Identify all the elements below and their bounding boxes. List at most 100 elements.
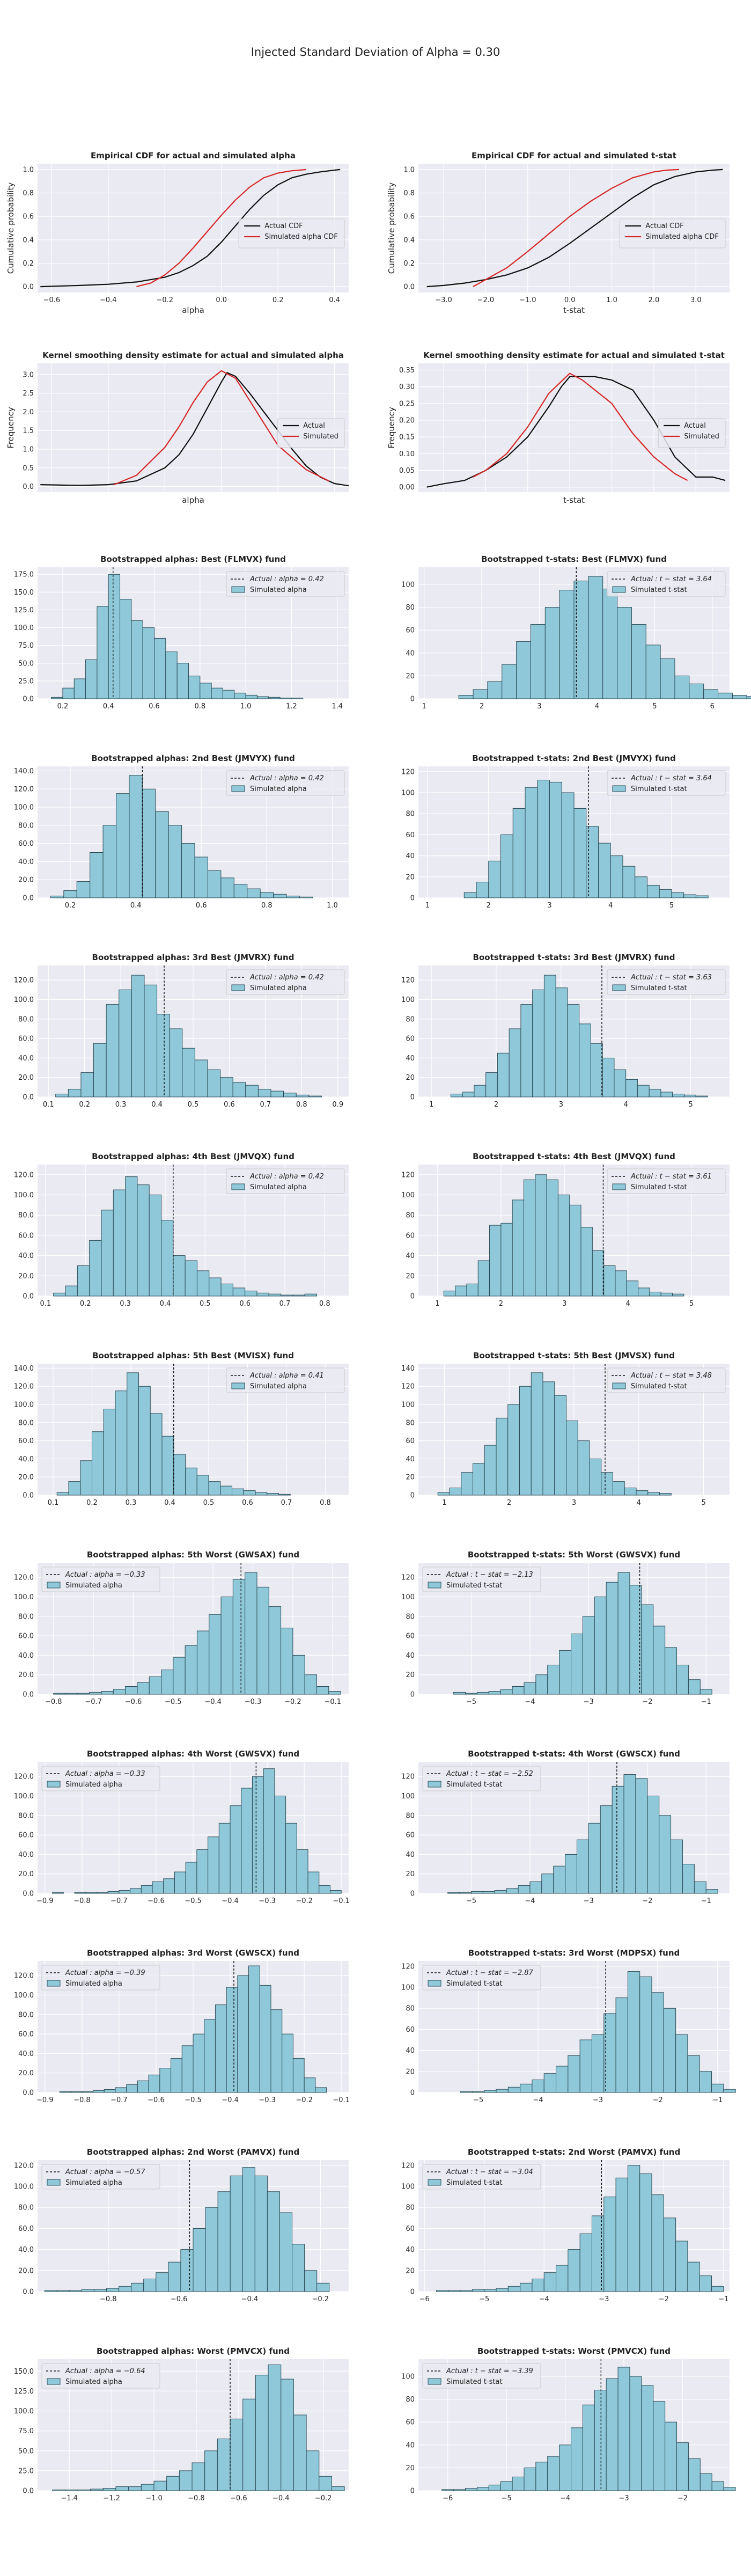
x-tick-label: −0.8 (73, 2096, 91, 2104)
chart-panel: 0 20 40 60 80 100 −6 −5 −4 −3 −2 Bootstrapped t-sta… (401, 2346, 736, 2502)
y-tick-label: 0.0 (23, 2089, 34, 2097)
histogram-bar (173, 1657, 186, 1695)
chart-panel: 0.0 20.0 40.0 60.0 80.0 100.0 120.0 140.0 0.2 0.4… (14, 753, 349, 910)
y-tick-label: 0.2 (23, 260, 34, 268)
panel-title: Bootstrapped alphas: 4th Best (JMVQX) fu… (92, 1152, 294, 1161)
histogram-bar (218, 1823, 231, 1894)
x-tick-label: 0.5 (203, 1499, 215, 1507)
x-tick-label: −2.0 (477, 296, 495, 304)
histogram-bar (125, 1686, 138, 1695)
y-tick-label: 120.0 (14, 977, 34, 985)
histogram-bar (150, 1413, 163, 1496)
histogram-bar (703, 689, 719, 699)
x-tick-label: 0.2 (65, 902, 76, 910)
histogram-bar (52, 2490, 65, 2491)
y-tick-label: 0.0 (23, 2288, 34, 2296)
x-tick-label: −5 (473, 2096, 483, 2104)
legend-label: Actual : t − stat = −2.87 (446, 1969, 534, 1977)
histogram-bar (462, 1092, 475, 1097)
histogram-bar (571, 1633, 583, 1695)
histogram-bar (267, 2191, 280, 2292)
histogram-bar (220, 1077, 233, 1097)
x-tick-label: −0.4 (100, 296, 117, 304)
histogram-bar (549, 781, 562, 898)
histogram-bar (127, 1372, 139, 1496)
histogram-bar (152, 1881, 164, 1894)
x-tick-label: −2 (653, 2096, 663, 2104)
legend-label: Actual : alpha = 0.42 (249, 575, 324, 583)
histogram-bar (602, 588, 618, 699)
y-tick-label: 20.0 (18, 2069, 34, 2077)
x-tick-label: −0.9 (36, 1897, 54, 1905)
histogram-bar (507, 2087, 521, 2093)
histogram-bar (466, 1283, 478, 1297)
histogram-bar (509, 1028, 521, 1097)
histogram-bar (180, 2249, 194, 2292)
y-tick-label: 2.0 (23, 408, 34, 416)
histogram-bar (711, 2083, 724, 2093)
histogram-bar (476, 1692, 489, 1695)
y-tick-label: 80.0 (18, 1212, 34, 1220)
y-tick-label: 125.0 (14, 606, 34, 614)
x-tick-label: −0.4 (273, 2494, 290, 2502)
histogram-bar (688, 2458, 701, 2491)
x-tick-label: 2 (494, 1101, 498, 1109)
y-tick-label: 100.0 (14, 1191, 34, 1199)
panel-title: Bootstrapped t-stats: 4th Worst (GWSCX) … (468, 1749, 680, 1759)
chart-panel: 0.0 20.0 40.0 60.0 80.0 100.0 120.0 140.0 0.1 0.2… (14, 1351, 349, 1507)
x-tick-label: 0.1 (48, 1499, 59, 1507)
histogram-bar (200, 683, 212, 699)
histogram-bar (292, 2244, 305, 2292)
x-tick-label: −1.2 (103, 2494, 120, 2502)
histogram-bar (254, 2175, 268, 2292)
histogram-bar (568, 2055, 580, 2093)
x-tick-label: 1.4 (332, 702, 343, 711)
x-tick-label: −4 (539, 2295, 549, 2303)
histogram-bar (541, 1874, 554, 1894)
histogram-bar (217, 2191, 231, 2292)
legend-label: Actual : alpha = 0.42 (249, 774, 324, 782)
y-tick-label: 0 (410, 1492, 415, 1500)
histogram-bar (77, 1693, 90, 1695)
histogram-bar (582, 1616, 595, 1695)
x-axis-label: t-stat (563, 495, 585, 505)
chart-panel: 0 20 40 60 80 100 120 1 2 3 4 5 Bootstrapped t-stats… (401, 1152, 730, 1308)
y-tick-label: 40 (406, 1851, 415, 1859)
y-tick-label: 80.0 (18, 1015, 34, 1023)
y-tick-label: 0.8 (403, 189, 415, 197)
legend: Actual : t − stat = −3.39 Simulated t-sta… (422, 2363, 541, 2389)
chart-panel: 0.0 20.0 40.0 60.0 80.0 100.0 120.0 −0.9 −0.8 −0.… (14, 1948, 350, 2104)
histogram-bar (304, 1674, 318, 1695)
x-tick-label: −4 (560, 2494, 570, 2502)
histogram-bar (672, 1094, 684, 1097)
x-tick-label: −0.7 (85, 1698, 102, 1706)
histogram-bar (453, 1692, 466, 1695)
y-tick-label: 120 (401, 977, 415, 985)
panel-title: Bootstrapped alphas: 3rd Worst (GWSCX) f… (87, 1948, 299, 1958)
y-tick-label: 0.0 (23, 283, 34, 291)
y-tick-label: 20 (406, 1474, 415, 1482)
histogram-bar (524, 2467, 536, 2491)
y-tick-label: 40 (406, 1652, 415, 1660)
x-tick-label: 4 (624, 1101, 628, 1109)
legend-label: Simulated t-stat (631, 1382, 687, 1391)
histogram-bar (647, 1492, 660, 1496)
x-tick-label: 3.0 (690, 296, 702, 304)
x-tick-label: 0.5 (200, 1300, 211, 1308)
x-tick-label: 4 (608, 902, 613, 910)
histogram-bar (718, 692, 733, 699)
histogram-bar (207, 1069, 221, 1097)
legend-label: Actual : t − stat = 3.63 (630, 974, 712, 982)
x-tick-label: 2.0 (649, 296, 660, 304)
y-tick-label: 0.0 (23, 483, 34, 491)
legend-swatch (231, 586, 245, 593)
legend-swatch (47, 1980, 61, 1987)
chart-panel: 0 20 40 60 80 100 120 140 1 2 3 4 5 Bootstrapped t-st… (401, 1351, 730, 1507)
histogram-bar (92, 1431, 104, 1496)
legend-label: Actual : t − stat = 3.64 (630, 774, 712, 782)
histogram-bar (547, 1665, 560, 1695)
histogram-bar (102, 2488, 116, 2491)
y-tick-label: 60 (406, 2225, 415, 2233)
histogram-bar (209, 1614, 222, 1695)
x-tick-label: −0.8 (188, 2494, 205, 2502)
